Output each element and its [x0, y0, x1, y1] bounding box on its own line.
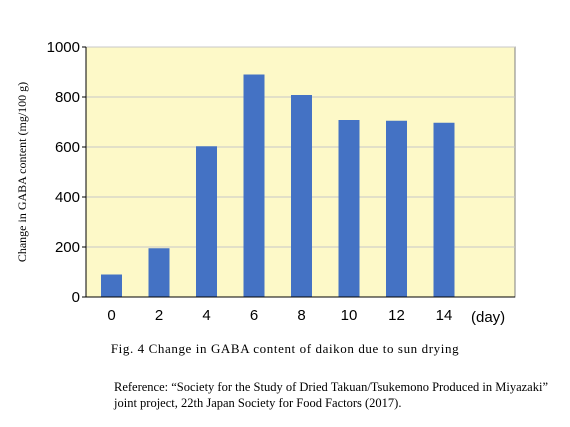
reference-text: Reference: “Society for the Study of Dri… — [114, 380, 549, 410]
x-tick-label: 4 — [202, 307, 210, 324]
bars — [101, 74, 455, 297]
y-tick-label: 200 — [55, 239, 80, 256]
bar-day-6 — [243, 74, 265, 297]
y-tick-label: 0 — [72, 289, 80, 306]
x-tick-label: 14 — [436, 307, 453, 324]
x-tick-labels: 0 2 4 6 8 10 12 14 — [107, 307, 452, 324]
bar-day-0 — [101, 274, 122, 297]
bar-day-14 — [433, 122, 455, 297]
x-unit-label: (day) — [471, 309, 505, 326]
gaba-bar-chart: 0 200 400 600 800 1000 0 2 4 6 8 10 12 14 (day) Chan… — [15, 39, 516, 326]
y-tick-label: 600 — [55, 139, 80, 156]
figure-caption: Fig. 4 Change in GABA content of daikon … — [110, 341, 460, 356]
y-axis-label: Change in GABA content (mg/100 g) — [15, 82, 29, 262]
y-tick-label: 400 — [55, 189, 80, 206]
bar-day-8 — [291, 95, 312, 297]
bar-day-2 — [148, 248, 170, 297]
bar-day-12 — [386, 120, 407, 297]
y-tick-labels: 0 200 400 600 800 1000 — [47, 39, 80, 306]
bar-day-4 — [196, 146, 217, 297]
x-tick-label: 10 — [341, 307, 358, 324]
x-tick-label: 12 — [388, 307, 405, 324]
bar-day-10 — [338, 120, 360, 297]
y-tick-label: 1000 — [47, 39, 80, 56]
axes — [82, 46, 515, 298]
x-tick-label: 6 — [250, 307, 258, 324]
x-tick-label: 2 — [155, 307, 163, 324]
x-tick-label: 0 — [107, 307, 115, 324]
x-tick-label: 8 — [297, 307, 305, 324]
y-tick-label: 800 — [55, 89, 80, 106]
